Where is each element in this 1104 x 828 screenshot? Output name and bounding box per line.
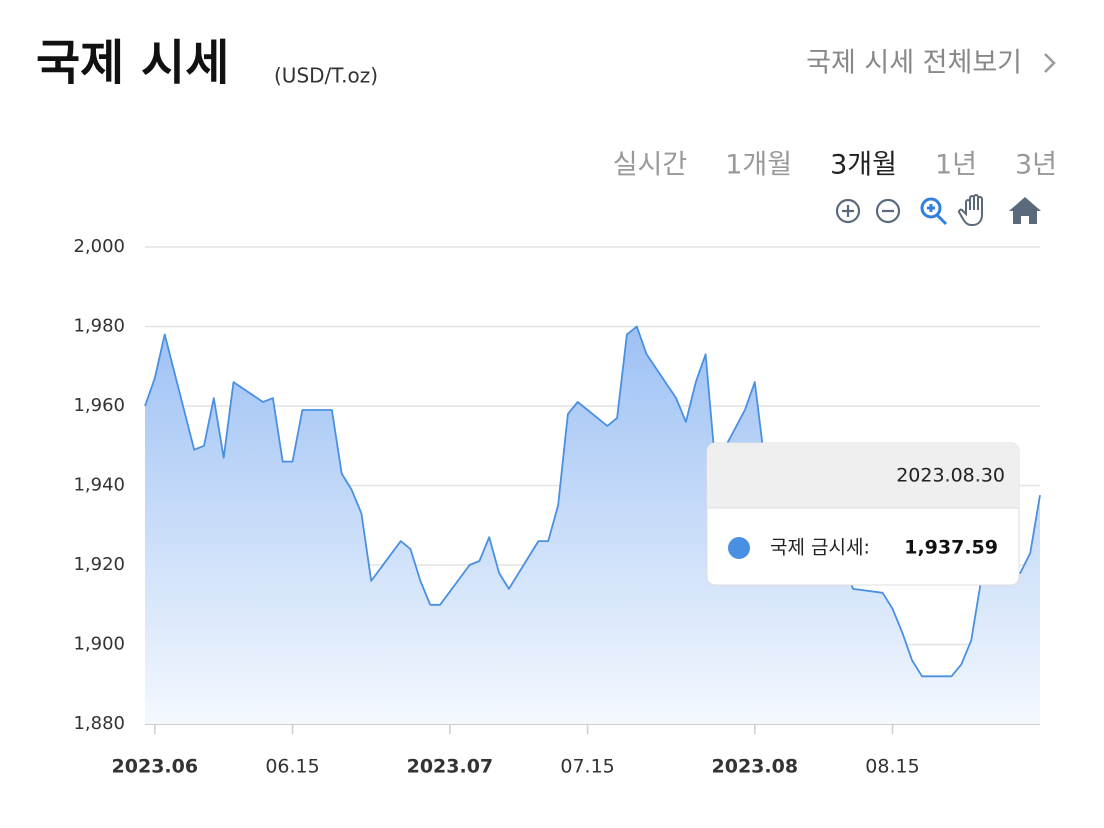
- x-tick-label: 2023.07: [407, 756, 494, 778]
- y-tick-label: 1,880: [73, 713, 125, 734]
- chevron[interactable]: [1044, 53, 1056, 73]
- chart-tools: [835, 194, 1041, 226]
- zoom-out-button[interactable]: [875, 198, 901, 224]
- x-tick-label: 2023.06: [112, 756, 199, 778]
- view-all-link[interactable]: 국제 시세 전체보기: [806, 48, 1022, 79]
- tooltip-marker: [728, 537, 750, 559]
- reset-button[interactable]: [1009, 197, 1041, 224]
- price-line: [144, 325, 1041, 678]
- tooltip-value: 1,937.59: [904, 537, 998, 559]
- x-tick-label: 08.15: [865, 756, 919, 778]
- x-tick-label: 06.15: [265, 756, 319, 778]
- x-tick-label: 2023.08: [712, 756, 799, 778]
- unit: (USD/T.oz): [274, 64, 378, 88]
- tooltip-date: 2023.08.30: [896, 465, 1005, 487]
- tooltip: 2023.08.30 국제 금시세: 1,937.59: [706, 442, 1020, 586]
- zoom-in-button[interactable]: [835, 198, 861, 224]
- title: 국제 시세: [36, 35, 229, 91]
- period-tab[interactable]: 3개월: [830, 150, 897, 181]
- y-tick-label: 2,000: [73, 236, 125, 257]
- period-tabs: 3년 1년 3개월 1개월 실시간: [613, 150, 1057, 181]
- tooltip-series-name: 국제 금시세:: [770, 537, 870, 559]
- period-tab[interactable]: 3년: [1015, 150, 1057, 181]
- x-tick-label: 07.15: [560, 756, 614, 778]
- tooltip-header: [707, 443, 1019, 508]
- pan-button[interactable]: [958, 194, 983, 226]
- y-tick-label: 1,900: [73, 634, 125, 655]
- zoom-select-button[interactable]: [920, 197, 948, 226]
- plot-area: 1,880 1,900 1,920 1,940 1,960 1,980 2,000 2023.…: [73, 236, 1041, 778]
- period-tab[interactable]: 실시간: [613, 150, 688, 181]
- y-tick-label: 1,980: [73, 316, 125, 337]
- area-fill: [145, 326, 1040, 724]
- y-tick-label: 1,960: [73, 395, 125, 416]
- y-tick-label: 1,940: [73, 475, 125, 496]
- period-tab[interactable]: 1년: [935, 150, 977, 181]
- period-tab[interactable]: 1개월: [725, 150, 792, 181]
- y-tick-label: 1,920: [73, 554, 125, 575]
